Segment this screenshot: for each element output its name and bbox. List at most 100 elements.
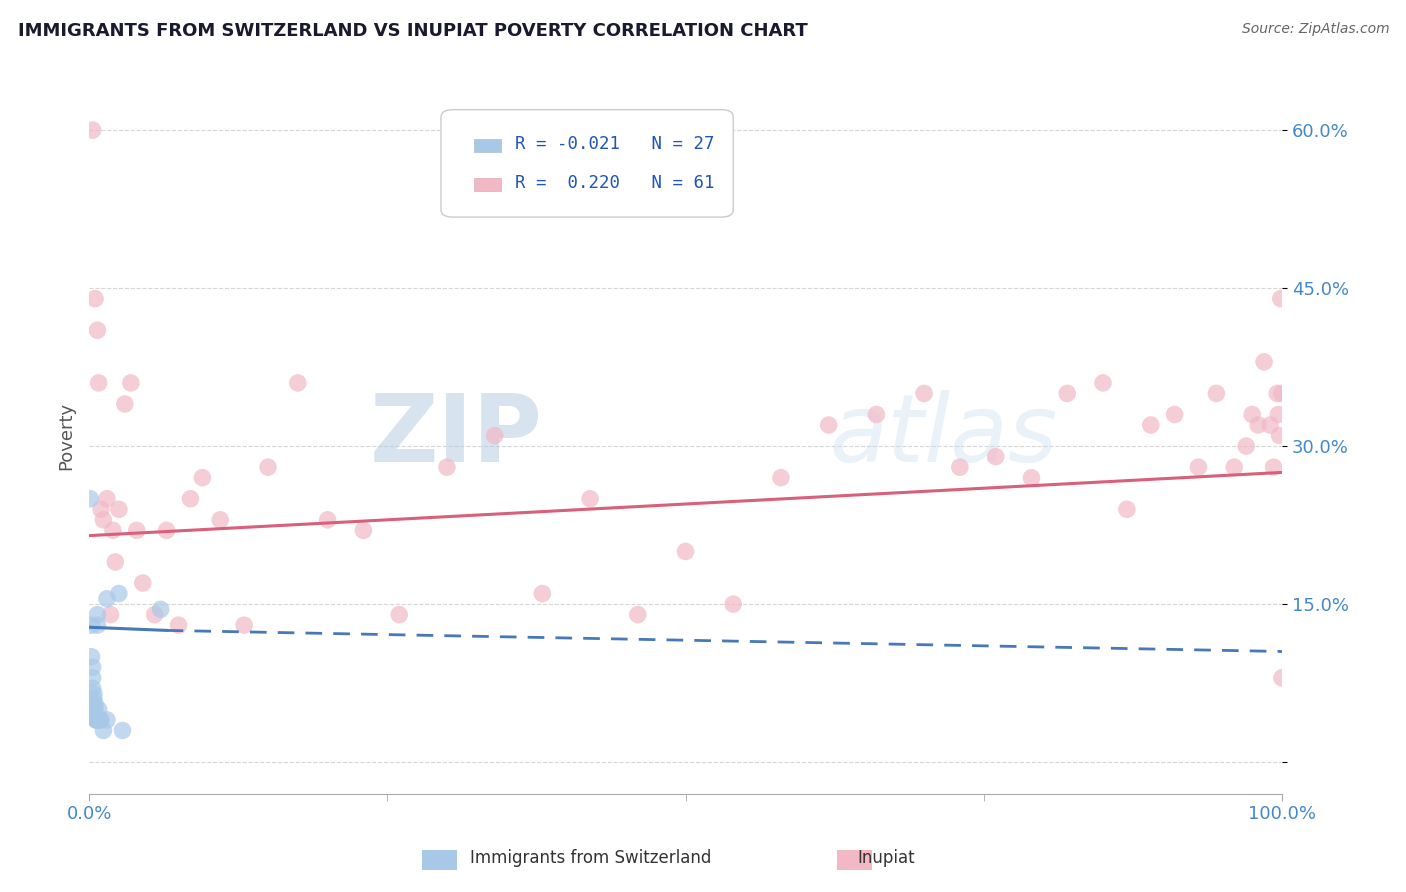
Point <box>83 691 105 706</box>
Point <box>436 460 458 475</box>
Point <box>191 471 214 485</box>
Point <box>1263 460 1285 475</box>
Point <box>86 323 108 337</box>
Point <box>1253 355 1275 369</box>
Point <box>627 607 650 622</box>
Point <box>1265 386 1288 401</box>
Point <box>167 618 190 632</box>
Point <box>257 460 280 475</box>
Point <box>209 513 232 527</box>
Point <box>984 450 1007 464</box>
Point <box>93 723 115 738</box>
Point <box>484 428 506 442</box>
Point <box>96 591 118 606</box>
Point <box>1258 417 1281 432</box>
Point <box>1267 408 1289 422</box>
Point <box>89 713 111 727</box>
Point <box>149 602 172 616</box>
Point <box>817 417 839 432</box>
Point <box>352 524 374 538</box>
Point <box>108 586 131 600</box>
Text: Inupiat: Inupiat <box>858 849 914 867</box>
Point <box>675 544 697 558</box>
Point <box>108 502 131 516</box>
Y-axis label: Poverty: Poverty <box>58 401 75 469</box>
Point <box>87 702 110 716</box>
Point <box>82 671 104 685</box>
Point <box>84 292 107 306</box>
Point <box>179 491 201 506</box>
Point <box>87 713 110 727</box>
Point <box>82 123 104 137</box>
Point <box>84 713 107 727</box>
Point <box>114 397 136 411</box>
Point <box>84 707 107 722</box>
Point <box>1270 292 1292 306</box>
Point <box>723 597 745 611</box>
Point <box>104 555 127 569</box>
Point <box>84 713 107 727</box>
Point <box>316 513 339 527</box>
Point <box>120 376 142 390</box>
Point <box>769 471 792 485</box>
FancyBboxPatch shape <box>474 178 501 191</box>
Point <box>125 524 148 538</box>
Point <box>155 524 177 538</box>
Point <box>84 697 107 711</box>
Text: R =  0.220   N = 61: R = 0.220 N = 61 <box>515 175 714 193</box>
Point <box>1234 439 1257 453</box>
Point <box>1223 460 1246 475</box>
Point <box>96 491 118 506</box>
Point <box>1247 417 1270 432</box>
Point <box>83 697 105 711</box>
Point <box>84 702 107 716</box>
Point <box>83 687 105 701</box>
Text: Immigrants from Switzerland: Immigrants from Switzerland <box>470 849 711 867</box>
FancyBboxPatch shape <box>441 110 734 217</box>
Point <box>82 681 104 696</box>
Point <box>90 502 112 516</box>
Point <box>1139 417 1161 432</box>
Point <box>111 723 134 738</box>
Point <box>86 618 108 632</box>
Point <box>1056 386 1078 401</box>
Point <box>1241 408 1264 422</box>
Point <box>1115 502 1137 516</box>
Point <box>84 713 107 727</box>
Point <box>1271 671 1294 685</box>
Text: atlas: atlas <box>828 390 1057 481</box>
Point <box>1187 460 1209 475</box>
Point <box>82 660 104 674</box>
Point <box>132 576 155 591</box>
Text: ZIP: ZIP <box>370 390 543 482</box>
Point <box>86 607 108 622</box>
Point <box>80 649 103 664</box>
Text: IMMIGRANTS FROM SWITZERLAND VS INUPIAT POVERTY CORRELATION CHART: IMMIGRANTS FROM SWITZERLAND VS INUPIAT P… <box>18 22 808 40</box>
Point <box>1163 408 1185 422</box>
FancyBboxPatch shape <box>474 138 501 152</box>
Point <box>79 491 101 506</box>
Point <box>865 408 887 422</box>
Point <box>287 376 309 390</box>
Point <box>912 386 935 401</box>
Point <box>1021 471 1043 485</box>
Point <box>233 618 256 632</box>
Point <box>96 713 118 727</box>
Point <box>949 460 972 475</box>
Point <box>80 618 103 632</box>
Point <box>1268 428 1291 442</box>
Point <box>93 513 115 527</box>
Point <box>579 491 602 506</box>
Text: Source: ZipAtlas.com: Source: ZipAtlas.com <box>1241 22 1389 37</box>
Point <box>100 607 122 622</box>
Point <box>1271 386 1294 401</box>
Point <box>101 524 124 538</box>
Point <box>531 586 554 600</box>
Point <box>143 607 166 622</box>
Point <box>388 607 411 622</box>
Point <box>1092 376 1115 390</box>
Point <box>1205 386 1227 401</box>
Text: R = -0.021   N = 27: R = -0.021 N = 27 <box>515 135 714 153</box>
Point <box>87 376 110 390</box>
Point <box>90 713 112 727</box>
